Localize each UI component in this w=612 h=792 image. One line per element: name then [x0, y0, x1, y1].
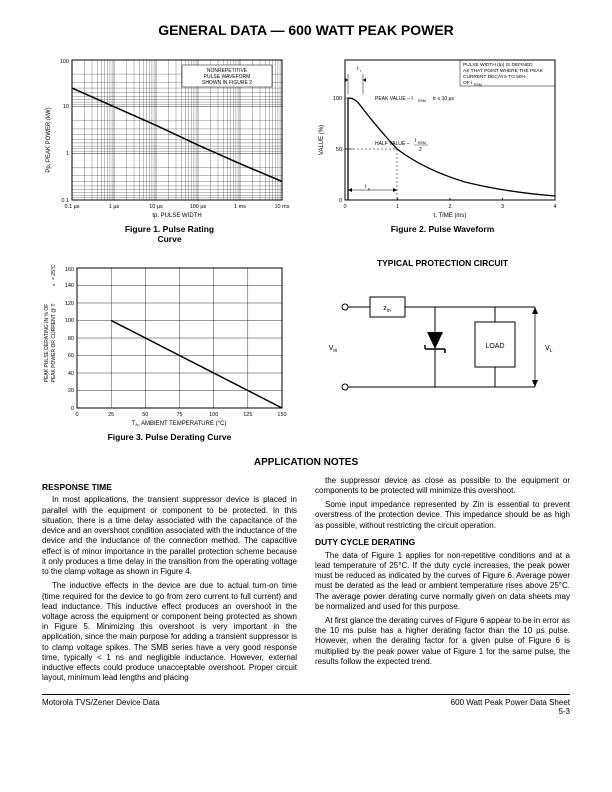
svg-text:I: I	[415, 138, 416, 144]
svg-text:10 µs: 10 µs	[149, 204, 163, 210]
svg-text:AS THAT POINT WHERE THE PEAK: AS THAT POINT WHERE THE PEAK	[463, 68, 544, 74]
svg-text:3: 3	[501, 204, 504, 210]
figure-3: PEAK PULSE DERATING IN % OF PEAK POWER O…	[42, 258, 297, 450]
svg-text:PULSE WIDTH (tp) IS DEFINED: PULSE WIDTH (tp) IS DEFINED	[463, 62, 533, 68]
charts-row-2: PEAK PULSE DERATING IN % OF PEAK POWER O…	[42, 258, 570, 450]
svg-text:RSM: RSM	[418, 99, 426, 103]
body-para: Some input impedance represented by Zin …	[315, 500, 570, 531]
figure-1: Pp, PEAK POWER (kW)	[42, 50, 297, 252]
svg-text:VL: VL	[545, 345, 553, 354]
circuit-svg: zin LOAD Vin	[315, 277, 565, 417]
svg-text:0: 0	[71, 406, 74, 412]
svg-text:t, TIME (ms): t, TIME (ms)	[434, 213, 467, 219]
svg-text:RSM: RSM	[474, 83, 482, 87]
app-notes-title: APPLICATION NOTES	[42, 457, 570, 468]
svg-text:100: 100	[65, 318, 74, 324]
svg-text:100: 100	[209, 412, 218, 418]
svg-text:100: 100	[60, 59, 69, 65]
svg-text:VALUE (%): VALUE (%)	[319, 125, 325, 155]
svg-text:0: 0	[343, 204, 346, 210]
svg-text:tp, PULSE WIDTH: tp, PULSE WIDTH	[152, 213, 201, 219]
svg-text:100 µs: 100 µs	[190, 204, 207, 210]
circuit-diagram: TYPICAL PROTECTION CIRCUIT zin	[315, 258, 570, 450]
svg-text:50: 50	[142, 412, 148, 418]
body-para: The inductive effects in the device are …	[42, 581, 297, 683]
svg-text:50: 50	[336, 147, 342, 153]
svg-text:60: 60	[68, 353, 74, 359]
svg-text:0.1 µs: 0.1 µs	[64, 204, 79, 210]
body-para: At first glance the derating curves of F…	[315, 616, 570, 667]
svg-text:4: 4	[553, 204, 556, 210]
svg-text:150: 150	[277, 412, 286, 418]
svg-text:80: 80	[68, 336, 74, 342]
svg-text:tr ≤ 10 µs: tr ≤ 10 µs	[433, 96, 454, 102]
svg-text:25: 25	[108, 412, 114, 418]
svg-text:2: 2	[419, 147, 422, 153]
svg-text:p: p	[368, 187, 370, 191]
page-title: GENERAL DATA — 600 WATT PEAK POWER	[42, 22, 570, 38]
svg-text:160: 160	[65, 267, 74, 273]
svg-text:20: 20	[68, 388, 74, 394]
body-para: The data of Figure 1 applies for non-rep…	[315, 551, 570, 612]
svg-text:A: A	[52, 283, 56, 286]
fig1-chart: Pp, PEAK POWER (kW)	[42, 50, 292, 220]
svg-text:Vin: Vin	[329, 345, 338, 354]
charts-row-1: Pp, PEAK POWER (kW)	[42, 50, 570, 252]
svg-text:t: t	[357, 66, 359, 72]
svg-text:100: 100	[333, 96, 342, 102]
footer-left: Motorola TVS/Zener Device Data	[42, 698, 160, 716]
svg-text:10 ms: 10 ms	[275, 204, 290, 210]
svg-text:= 25°C: = 25°C	[51, 265, 57, 281]
svg-text:PEAK VALUE – I: PEAK VALUE – I	[375, 96, 413, 102]
svg-text:75: 75	[176, 412, 182, 418]
svg-text:140: 140	[65, 283, 74, 289]
svg-text:t: t	[365, 184, 367, 190]
svg-text:125: 125	[243, 412, 252, 418]
svg-text:r: r	[360, 69, 362, 73]
svg-text:0: 0	[339, 198, 342, 204]
response-time-heading: RESPONSE TIME	[42, 482, 297, 493]
svg-text:2: 2	[448, 204, 451, 210]
svg-text:0.1: 0.1	[61, 198, 69, 204]
fig3-caption: Figure 3. Pulse Derating Curve	[42, 432, 297, 442]
svg-text:OF I: OF I	[463, 80, 472, 86]
body-columns: RESPONSE TIME In most applications, the …	[42, 476, 570, 684]
svg-text:TA, AMBIENT TEMPERATURE (°C): TA, AMBIENT TEMPERATURE (°C)	[132, 421, 227, 427]
svg-text:CURRENT DECAYS TO 50%: CURRENT DECAYS TO 50%	[463, 74, 527, 80]
svg-text:PEAK PULSE DERATING IN % OF: PEAK PULSE DERATING IN % OF	[44, 304, 50, 383]
fig2-chart: VALUE (%) PULSE WIDTH (tp) IS DEFINED AS…	[315, 50, 565, 220]
svg-text:40: 40	[68, 371, 74, 377]
figure-2: VALUE (%) PULSE WIDTH (tp) IS DEFINED AS…	[315, 50, 570, 252]
svg-text:0: 0	[75, 412, 78, 418]
svg-text:1: 1	[66, 151, 69, 157]
footer: Motorola TVS/Zener Device Data 600 Watt …	[42, 694, 570, 716]
fig2-caption: Figure 2. Pulse Waveform	[315, 224, 570, 234]
circuit-title: TYPICAL PROTECTION CIRCUIT	[315, 258, 570, 268]
footer-right: 600 Watt Peak Power Data Sheet5-3	[451, 698, 570, 716]
fig1-caption: Figure 1. Pulse RatingCurve	[42, 224, 297, 244]
svg-text:PEAK POWER OR CURRENT @ T: PEAK POWER OR CURRENT @ T	[51, 304, 57, 383]
svg-text:1 µs: 1 µs	[109, 204, 120, 210]
body-para: In most applications, the transient supp…	[42, 495, 297, 577]
svg-text:120: 120	[65, 301, 74, 307]
duty-cycle-heading: DUTY CYCLE DERATING	[315, 537, 570, 548]
body-para: the suppressor device as close as possib…	[315, 476, 570, 496]
svg-text:SHOWN IN FIGURE 2: SHOWN IN FIGURE 2	[202, 80, 252, 86]
svg-text:RSM: RSM	[418, 141, 426, 145]
svg-text:1 ms: 1 ms	[234, 204, 246, 210]
svg-text:1: 1	[396, 204, 399, 210]
svg-text:LOAD: LOAD	[485, 343, 504, 350]
svg-text:Pp, PEAK POWER (kW): Pp, PEAK POWER (kW)	[46, 107, 52, 172]
fig3-chart: PEAK PULSE DERATING IN % OF PEAK POWER O…	[42, 258, 292, 428]
svg-text:10: 10	[63, 104, 69, 110]
svg-text:HALF VALUE –: HALF VALUE –	[375, 141, 410, 147]
